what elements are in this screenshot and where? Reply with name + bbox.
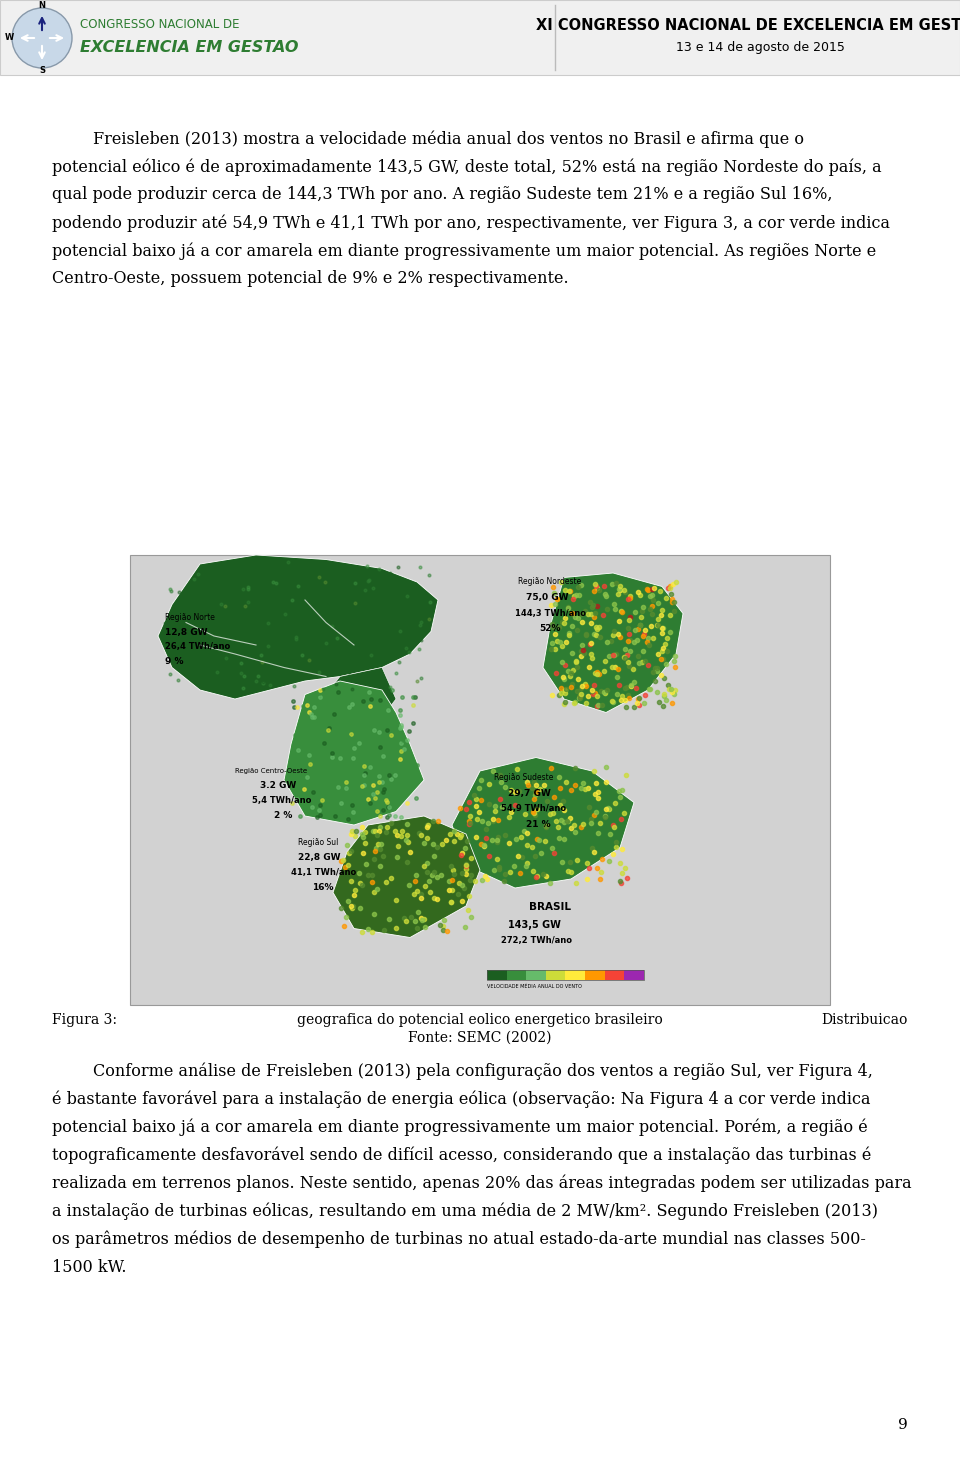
Bar — [565, 971, 585, 980]
Text: Região Sul: Região Sul — [298, 838, 338, 847]
Text: 75,0 GW: 75,0 GW — [525, 593, 568, 602]
Text: Distribuicao: Distribuicao — [822, 1013, 908, 1026]
Text: 1500 kW.: 1500 kW. — [52, 1259, 127, 1276]
Text: S: S — [39, 66, 45, 74]
Bar — [487, 971, 507, 980]
Polygon shape — [543, 572, 683, 712]
Text: N: N — [38, 1, 45, 10]
Polygon shape — [333, 816, 480, 937]
Text: Freisleben (2013) mostra a velocidade média anual dos ventos no Brasil e afirma : Freisleben (2013) mostra a velocidade mé… — [52, 130, 804, 147]
Text: 9 %: 9 % — [165, 657, 183, 666]
Text: Centro-Oeste, possuem potencial de 9% e 2% respectivamente.: Centro-Oeste, possuem potencial de 9% e … — [52, 270, 568, 288]
Bar — [605, 971, 624, 980]
Text: realizada em terrenos planos. Neste sentido, apenas 20% das áreas integradas pod: realizada em terrenos planos. Neste sent… — [52, 1175, 912, 1193]
Text: 5,4 TWh/ano: 5,4 TWh/ano — [252, 796, 312, 806]
Text: 12,8 GW: 12,8 GW — [165, 628, 207, 637]
Text: qual pode produzir cerca de 144,3 TWh por ano. A região Sudeste tem 21% e a regi: qual pode produzir cerca de 144,3 TWh po… — [52, 185, 832, 203]
Text: Região Norte: Região Norte — [165, 613, 215, 622]
Text: BRASIL: BRASIL — [529, 902, 571, 912]
Text: 3.2 GW: 3.2 GW — [259, 781, 296, 790]
Text: 9: 9 — [899, 1418, 908, 1432]
Text: 143,5 GW: 143,5 GW — [508, 920, 561, 930]
Text: 41,1 TWh/ano: 41,1 TWh/ano — [291, 869, 356, 877]
Text: 54,9 TWh/ano: 54,9 TWh/ano — [501, 804, 566, 813]
Text: potencial baixo já a cor amarela em diante progressivamente um maior potencial. : potencial baixo já a cor amarela em dian… — [52, 242, 876, 260]
Text: 52%: 52% — [540, 625, 561, 634]
Text: Região Centro-Oeste: Região Centro-Oeste — [235, 768, 307, 774]
Text: Região Nordeste: Região Nordeste — [518, 577, 582, 587]
Polygon shape — [452, 758, 634, 888]
Text: potencial baixo já a cor amarela em diante progressivamente um maior potencial. : potencial baixo já a cor amarela em dian… — [52, 1118, 868, 1136]
Text: topograficamente desfavorável sendo de difícil acesso, considerando que a instal: topograficamente desfavorável sendo de d… — [52, 1148, 872, 1165]
Text: 26,4 TWh/ano: 26,4 TWh/ano — [165, 642, 230, 651]
Bar — [507, 971, 526, 980]
Text: 13 e 14 de agosto de 2015: 13 e 14 de agosto de 2015 — [676, 41, 845, 54]
Text: Conforme análise de Freisleben (2013) pela configuração dos ventos a região Sul,: Conforme análise de Freisleben (2013) pe… — [52, 1063, 873, 1080]
Text: podendo produzir até 54,9 TWh e 41,1 TWh por ano, respectivamente, ver Figura 3,: podendo produzir até 54,9 TWh e 41,1 TWh… — [52, 215, 890, 232]
Text: 21 %: 21 % — [525, 821, 550, 829]
Text: XI CONGRESSO NACIONAL DE EXCELENCIA EM GESTAO: XI CONGRESSO NACIONAL DE EXCELENCIA EM G… — [536, 18, 960, 32]
Text: 16%: 16% — [312, 883, 333, 892]
Bar — [624, 971, 644, 980]
Text: 29,7 GW: 29,7 GW — [508, 788, 551, 797]
Circle shape — [12, 7, 72, 69]
Bar — [526, 971, 546, 980]
Bar — [130, 555, 830, 1004]
Polygon shape — [319, 667, 396, 734]
Text: os parâmetros médios de desempenho de turbinas no atual estado-da-arte mundial n: os parâmetros médios de desempenho de tu… — [52, 1231, 866, 1248]
Text: potencial eólico é de aproximadamente 143,5 GW, deste total, 52% está na região : potencial eólico é de aproximadamente 14… — [52, 158, 881, 175]
Text: Região Sudeste: Região Sudeste — [494, 772, 553, 783]
Polygon shape — [284, 680, 424, 825]
Text: EXCELENCIA EM GESTAO: EXCELENCIA EM GESTAO — [80, 39, 299, 54]
Text: é bastante favorável para a instalação de energia eólica (observação: Na Figura : é bastante favorável para a instalação d… — [52, 1091, 871, 1108]
Bar — [585, 971, 605, 980]
Bar — [487, 971, 644, 980]
Text: 144,3 TWh/ano: 144,3 TWh/ano — [515, 609, 586, 618]
Bar — [546, 971, 565, 980]
Text: 272,2 TWh/ano: 272,2 TWh/ano — [501, 936, 572, 945]
Text: VELOCIDADE MÉDIA ANUAL DO VENTO: VELOCIDADE MÉDIA ANUAL DO VENTO — [487, 984, 582, 990]
Text: 22,8 GW: 22,8 GW — [298, 853, 341, 861]
Polygon shape — [158, 555, 438, 699]
Text: 2 %: 2 % — [274, 812, 292, 821]
Text: a instalação de turbinas eólicas, resultando em uma média de 2 MW/km². Segundo F: a instalação de turbinas eólicas, result… — [52, 1203, 878, 1221]
Text: Fonte: SEMC (2002): Fonte: SEMC (2002) — [408, 1031, 552, 1045]
Bar — [0, 0, 960, 74]
Text: CONGRESSO NACIONAL DE: CONGRESSO NACIONAL DE — [80, 19, 239, 32]
Text: Figura 3:: Figura 3: — [52, 1013, 117, 1026]
Text: W: W — [5, 34, 14, 42]
Text: geografica do potencial eolico energetico brasileiro: geografica do potencial eolico energetic… — [298, 1013, 662, 1026]
